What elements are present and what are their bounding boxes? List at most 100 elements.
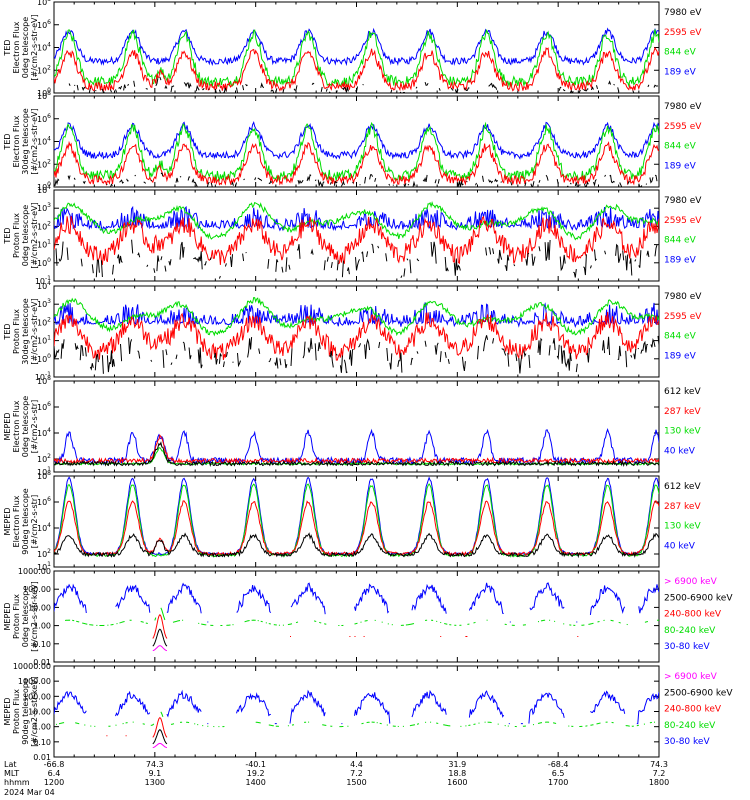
legend-entry: 612 keV [664,482,701,492]
panel-6: 108 106 104 102 101 MEPED Electron Flux 90deg t… [3,470,701,572]
y-axis-label: 0deg telescope [21,396,30,457]
y-tick-label: 106 [37,496,51,507]
y-axis-label: MEPED [3,698,12,726]
legend-entry: 40 keV [664,446,696,456]
y-tick-label: 108 [37,375,51,386]
y-tick-label: 1000.00 [18,567,51,576]
y-axis-label: Electron Flux [12,115,21,167]
y-tick-label: 100 [37,87,51,98]
y-tick-label: 102 [37,64,51,75]
panel-frame [53,570,660,663]
y-tick-label: 10-1 [35,275,51,286]
y-tick-label: 102 [37,548,51,559]
y-tick-label: 10000.00 [13,662,51,671]
panel-frame [53,380,660,473]
legend-entry: 7980 eV [664,292,702,302]
y-tick-label: 106 [37,401,51,412]
legend-entry: 2595 eV [664,312,702,322]
y-tick-label: 1000.00 [18,677,51,686]
y-axis-label: MEPED [3,413,12,441]
series-line-7980-ev [54,335,659,374]
panel-7: 1000.00 100.00 10.00 1.00 0.10 0.01 MEPED Proto… [3,567,733,667]
y-tick-label: 108 [37,90,51,101]
series-line-189-ev [54,301,659,329]
x-tick-label: 9.1 [148,769,161,778]
y-tick-label: 100 [37,257,51,268]
legend-entry: 2500-6900 keV [664,688,733,698]
y-tick-label: 106 [37,113,51,124]
y-axis-label: TED [3,323,12,340]
series-line-2595-ev [54,312,659,361]
y-axis-label: Proton Flux [12,689,21,734]
x-tick-label: 1400 [245,778,265,787]
series-line-30-80-kev [54,582,659,623]
y-tick-label: 10.00 [28,708,51,717]
y-axis-label: [#/cm2-s-str] [30,400,39,453]
series-line-30-80-kev [54,689,659,725]
series-line-189-ev [54,205,659,232]
series-line-844-ev [54,121,659,182]
series-line--6900-kev [152,645,168,652]
y-axis-label: 30deg telescope [21,298,30,365]
legend-entry: 612 keV [664,387,701,397]
x-tick-label: 19.2 [247,769,265,778]
y-tick-label: 100 [37,181,51,192]
y-tick-label: 10-1 [35,371,51,382]
x-row-label: MLT [4,769,19,778]
y-tick-label: 100.00 [23,692,51,701]
y-axis-label: Proton Flux [12,213,21,258]
x-tick-label: -66.8 [44,760,65,769]
x-tick-label: 7.2 [653,769,666,778]
legend-entry: 189 eV [664,161,697,171]
legend-entry: > 6900 keV [664,672,718,682]
legend-entry: 2595 eV [664,216,702,226]
y-tick-label: 1.00 [33,723,51,732]
y-axis-label: 0deg telescope [21,205,30,266]
series-line-189-ev [54,120,659,160]
y-tick-label: 106 [37,19,51,30]
legend-entry: 844 eV [664,48,697,58]
x-row-label: Lat [4,760,17,769]
series-line-2500-6900-kev [152,628,168,647]
legend-entry: 7980 eV [664,8,702,18]
x-row-label: hhmm [4,778,30,787]
y-axis-label: [#/cm2-s-str-keV] [30,581,39,652]
legend-entry: > 6900 keV [664,577,718,587]
legend-entry: 240-800 keV [664,610,722,620]
legend-entry: 189 eV [664,351,697,361]
y-axis-label: 0deg telescope [21,17,30,78]
legend-entry: 80-240 keV [664,721,716,731]
panel-4: 104 103 102 101 100 10-1 TED Proton Flux 30deg t… [3,280,702,382]
y-tick-label: 1.00 [33,622,51,631]
y-tick-label: 102 [37,158,51,169]
y-tick-label: 0.01 [33,753,51,762]
y-tick-label: 104 [37,136,51,147]
y-tick-label: 101 [37,335,51,346]
legend-entry: 844 eV [664,236,697,246]
x-tick-label: 31.9 [448,760,466,769]
legend-entry: 2500-6900 keV [664,593,733,603]
y-axis-label: MEPED [3,603,12,631]
y-tick-label: 103 [37,202,51,213]
x-tick-label: 7.2 [350,769,363,778]
y-axis-label: [#/cm2-s-str] [30,495,39,548]
series-line-130-kev [54,447,659,466]
x-tick-label: 1600 [447,778,467,787]
x-tick-label: 6.5 [552,769,565,778]
series-line-7980-ev [68,76,659,93]
legend-entry: 2595 eV [664,28,702,38]
y-tick-label: 101 [37,466,51,477]
legend-entry: 240-800 keV [664,705,722,715]
legend-entry: 130 keV [664,522,701,532]
y-tick-label: 101 [37,561,51,572]
x-tick-label: 74.3 [146,760,164,769]
series-line--6900-kev [152,742,168,749]
legend-entry: 189 eV [664,255,697,265]
y-axis-label: 30deg telescope [21,108,30,175]
y-axis-label: 90deg telescope [21,678,30,745]
y-tick-label: 0.10 [33,640,51,649]
y-axis-label: [#/cm2-s-str-eV] [30,298,39,364]
y-tick-label: 101 [37,239,51,250]
panel-frame [53,1,660,94]
x-tick-label: 1700 [548,778,568,787]
